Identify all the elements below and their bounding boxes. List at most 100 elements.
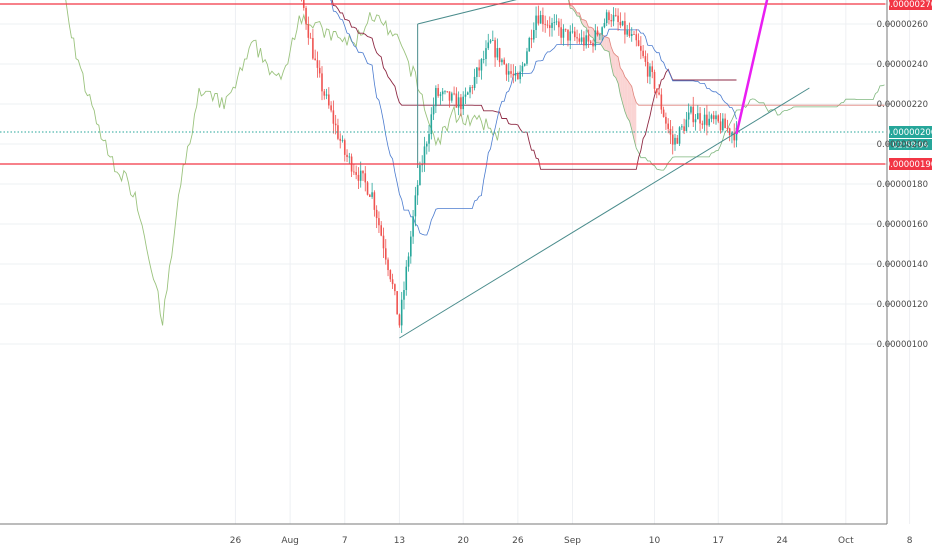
candle-body <box>624 21 626 35</box>
candle-body <box>482 58 485 60</box>
cloud-segment <box>570 5 573 9</box>
candle-body <box>542 15 544 25</box>
candle-body <box>414 195 417 217</box>
x-tick-label: Sep <box>564 536 581 546</box>
candle-body <box>457 97 460 108</box>
cloud-segment <box>602 34 605 50</box>
candle-body <box>626 30 628 35</box>
candle-body <box>619 22 622 26</box>
candle-body <box>469 87 471 93</box>
candle-body <box>496 48 499 58</box>
candle-body <box>712 115 715 120</box>
lagging-span <box>65 0 501 326</box>
conversion-line <box>329 0 737 236</box>
candle-body <box>403 290 405 300</box>
candle-body <box>589 41 592 43</box>
candle-body <box>578 38 581 42</box>
y-tick-label: 0.00000140 <box>877 260 928 270</box>
candle-body <box>425 143 428 147</box>
candle-body <box>715 115 717 120</box>
candle-body <box>505 64 508 75</box>
candle-body <box>387 259 389 271</box>
candle-body <box>528 38 531 52</box>
candle-body <box>569 31 572 41</box>
candle-body <box>494 40 496 58</box>
cloud-segment <box>613 52 616 78</box>
cloud-segment <box>583 19 587 28</box>
candle-body <box>318 67 321 74</box>
candle-body <box>553 22 556 24</box>
candle-body <box>706 114 708 126</box>
candle-body <box>428 134 430 144</box>
candle-body <box>305 7 307 25</box>
y-tick-label: 0.00000200 <box>877 140 928 150</box>
candle-body <box>423 146 426 165</box>
cloud-segment <box>581 19 584 27</box>
lower-trendline <box>399 87 810 339</box>
cloud-segment <box>590 27 594 38</box>
level-price-label: 0.00000270 <box>885 0 932 10</box>
candle-body <box>621 21 624 26</box>
cloud-segment <box>627 79 630 122</box>
candle-body <box>394 284 396 292</box>
y-tick-label: 0.00000180 <box>877 180 928 190</box>
candle-body <box>585 35 587 46</box>
candle-body <box>694 119 697 123</box>
candle-body <box>651 66 654 72</box>
indicator-lines <box>65 0 737 326</box>
candle-body <box>507 71 510 75</box>
projection-arrow-shaft <box>735 0 769 135</box>
candle-body <box>446 91 449 93</box>
candle-body <box>476 67 478 77</box>
candle-body <box>576 37 578 39</box>
x-tick-label: 17 <box>713 536 724 546</box>
candle-body <box>653 71 656 89</box>
candle-body <box>685 119 688 131</box>
candle-body <box>519 71 521 80</box>
candle-body <box>309 37 312 39</box>
candle-body <box>353 171 355 173</box>
candle-body <box>451 93 453 101</box>
candle-body <box>646 61 649 77</box>
cloud-segment <box>604 36 607 51</box>
candle-body <box>396 291 398 315</box>
candle-body <box>460 97 462 110</box>
candle-body <box>596 30 599 36</box>
candle-body <box>444 91 446 93</box>
candle-body <box>462 96 464 110</box>
candle-body <box>348 156 351 158</box>
candle-body <box>498 48 501 63</box>
candle-body <box>717 115 720 122</box>
candle-body <box>539 15 542 24</box>
cloud-segment <box>622 71 625 112</box>
candle-body <box>501 59 503 63</box>
cloud-segment <box>629 83 632 130</box>
candle-body <box>731 132 733 135</box>
candle-body <box>337 125 339 139</box>
cloud-segment <box>620 67 623 104</box>
candle-body <box>510 71 512 74</box>
candle-body <box>687 112 690 120</box>
candle-body <box>512 73 515 76</box>
candle-body <box>587 35 590 42</box>
candle-body <box>375 209 378 219</box>
candle-body <box>492 40 494 41</box>
candle-body <box>592 42 594 47</box>
candle-body <box>703 114 706 125</box>
x-tick-label: 20 <box>457 536 469 546</box>
candle-body <box>696 113 699 120</box>
level-price-tag <box>889 0 932 10</box>
candle-body <box>662 109 665 117</box>
candle-body <box>630 34 633 36</box>
candle-body <box>430 114 433 135</box>
candle-body <box>466 92 469 95</box>
candle-body <box>330 105 332 111</box>
candle-body <box>658 92 660 95</box>
drawings: 0.000003000.000002700.000001900.00000206… <box>0 0 932 339</box>
candle-body <box>548 25 551 28</box>
cloud-segment <box>615 55 619 84</box>
y-tick-label: 0.00000260 <box>877 20 928 30</box>
candle-body <box>665 116 667 124</box>
